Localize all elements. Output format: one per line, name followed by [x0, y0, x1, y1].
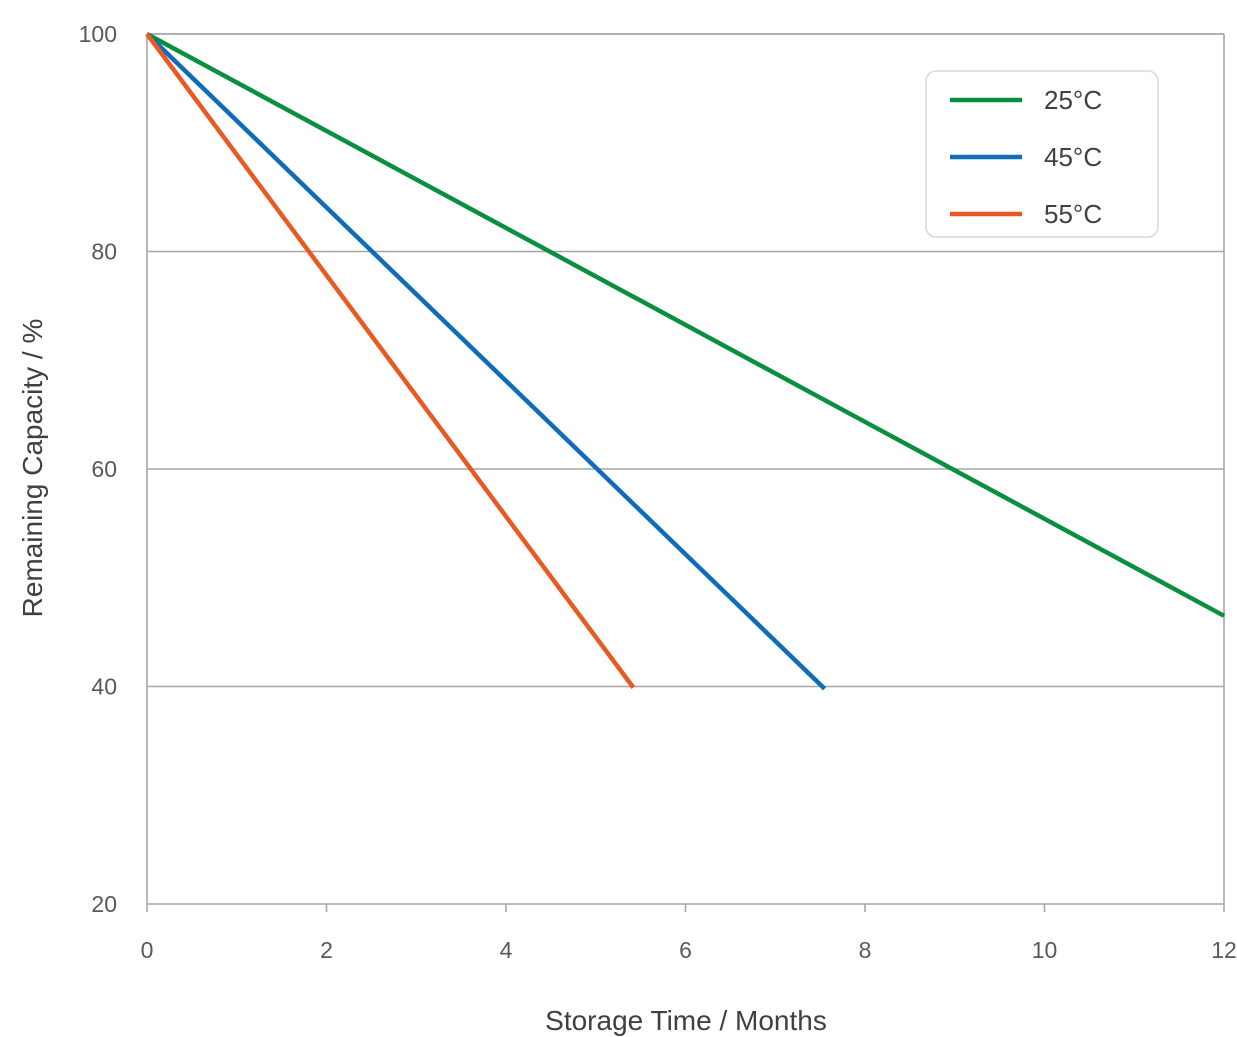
legend-box — [925, 70, 1159, 238]
legend: 25°C 45°C 55°C — [925, 70, 1159, 238]
y-axis-title: Remaining Capacity / % — [17, 319, 48, 618]
legend-items: 25°C 45°C 55°C — [950, 85, 1102, 229]
y-tick-label: 80 — [91, 239, 117, 265]
x-tick-label: 2 — [320, 937, 333, 963]
x-tick-label: 8 — [859, 937, 872, 963]
y-tick-labels: 20 40 60 80 100 — [79, 21, 117, 917]
x-axis-title: Storage Time / Months — [545, 1005, 827, 1036]
legend-label-3: 55°C — [1044, 199, 1102, 229]
series-line-3 — [145, 32, 636, 689]
x-tick-labels: 0 2 4 6 8 10 12 — [141, 937, 1237, 963]
series-lines — [145, 32, 1226, 691]
legend-label-1: 25°C — [1044, 85, 1102, 115]
legend-label-2: 45°C — [1044, 142, 1102, 172]
y-tick-label: 40 — [91, 674, 117, 700]
series-line-1 — [145, 32, 1226, 618]
y-tick-label: 100 — [79, 21, 117, 47]
x-tick-label: 0 — [141, 937, 154, 963]
x-tick-label: 4 — [500, 937, 513, 963]
series-line-2 — [145, 32, 827, 691]
y-tick-label: 20 — [91, 891, 117, 917]
x-tick-label: 6 — [679, 937, 692, 963]
y-tick-label: 60 — [91, 456, 117, 482]
x-tick-label: 10 — [1032, 937, 1058, 963]
x-tick-label: 12 — [1211, 937, 1237, 963]
axes — [146, 33, 1225, 912]
